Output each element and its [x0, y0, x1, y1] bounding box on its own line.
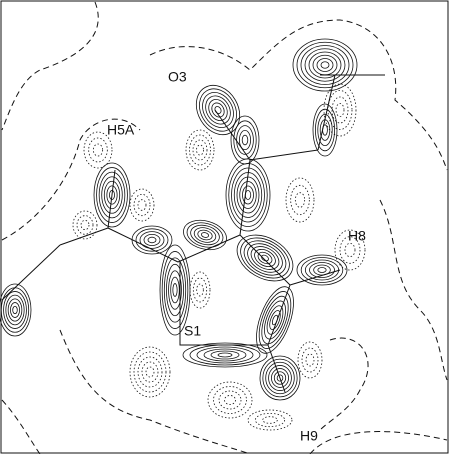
- density-map: O3 H5A H8 S1 H9: [0, 0, 449, 454]
- atom-label: H5A: [107, 122, 135, 138]
- atom-label: H8: [348, 228, 366, 244]
- atom-label: H9: [300, 428, 318, 444]
- frame: [1, 1, 448, 453]
- atom-label: O3: [168, 69, 187, 85]
- page: {"labels": {"o3": "O3", "h5a": "H5A", "h…: [0, 0, 449, 454]
- atom-label: S1: [184, 323, 201, 339]
